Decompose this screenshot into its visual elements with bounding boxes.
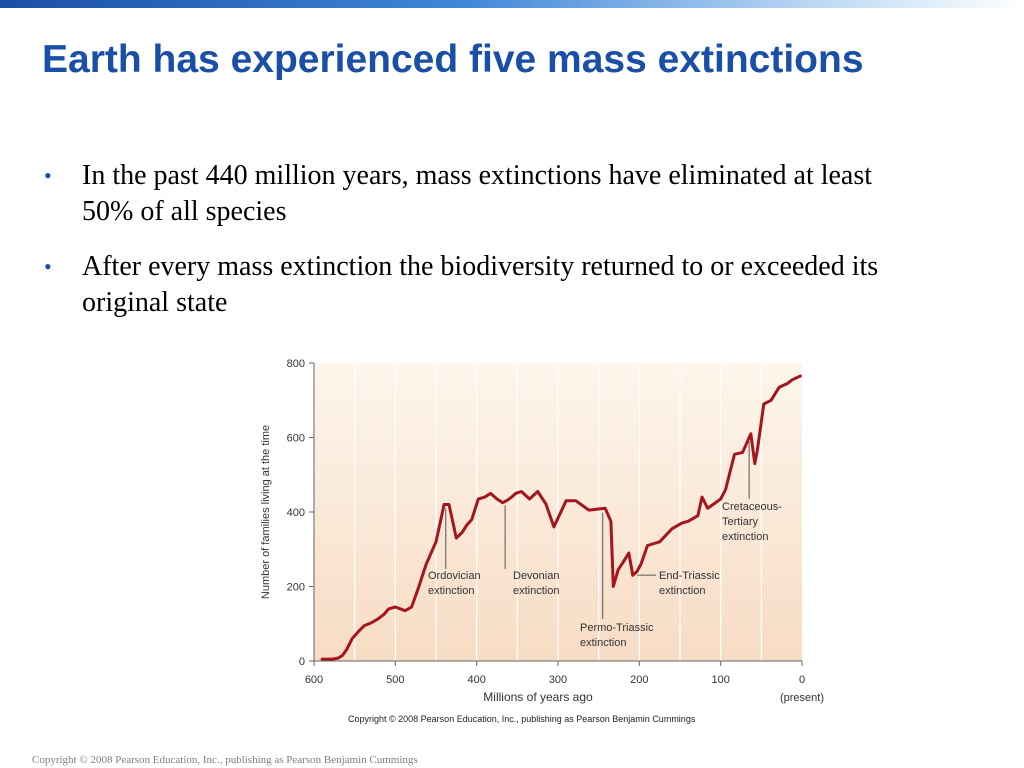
chart-svg: 0 200 400 600 800 600 500 400 300 200 100 0 (present… bbox=[260, 358, 824, 724]
annotation-label: extinction bbox=[428, 585, 474, 597]
annotation-label: extinction bbox=[659, 585, 705, 597]
bullet-text: After every mass extinction the biodiver… bbox=[82, 251, 879, 318]
bullet-item: • After every mass extinction the biodiv… bbox=[44, 249, 924, 321]
annotation-label: Permo-Triassic bbox=[580, 622, 654, 634]
annotation-label: End-Triassic bbox=[659, 570, 720, 582]
y-tick-label: 400 bbox=[287, 507, 305, 519]
bullet-item: • In the past 440 million years, mass ex… bbox=[44, 158, 924, 230]
x-tick-label: 400 bbox=[467, 674, 485, 686]
y-axis-label: Number of families living at the time bbox=[260, 425, 272, 599]
annotation-label: extinction bbox=[580, 637, 626, 649]
y-tick-label: 200 bbox=[287, 582, 305, 594]
x-tick-label: 0 bbox=[799, 674, 805, 686]
y-tick-label: 600 bbox=[287, 433, 305, 445]
x-tick-label: 200 bbox=[630, 674, 648, 686]
y-tick-label: 0 bbox=[299, 656, 305, 668]
chart-copyright: Copyright © 2008 Pearson Education, Inc.… bbox=[348, 714, 696, 724]
slide-top-bar bbox=[0, 0, 1024, 8]
x-tick-label: 100 bbox=[711, 674, 729, 686]
annotation-label: extinction bbox=[513, 585, 559, 597]
extinction-chart: 0 200 400 600 800 600 500 400 300 200 100 0 (present… bbox=[255, 355, 835, 730]
families-series-line bbox=[320, 374, 802, 661]
annotation-label: Cretaceous- bbox=[722, 501, 782, 513]
x-tick-label: 600 bbox=[305, 674, 323, 686]
x-axis-label: Millions of years ago bbox=[483, 690, 593, 704]
bullet-list: • In the past 440 million years, mass ex… bbox=[44, 158, 924, 340]
annotation-label: Devonian bbox=[513, 570, 559, 582]
x-tick-label: 300 bbox=[549, 674, 567, 686]
annotation-label: Tertiary bbox=[722, 516, 759, 528]
bullet-text: In the past 440 million years, mass exti… bbox=[82, 160, 873, 227]
bullet-marker: • bbox=[44, 254, 52, 279]
annotation-label: Ordovician bbox=[428, 570, 481, 582]
footer-copyright: Copyright © 2008 Pearson Education, Inc.… bbox=[32, 754, 418, 766]
y-tick-label: 800 bbox=[287, 358, 305, 370]
present-label: (present) bbox=[780, 692, 824, 704]
x-tick-label: 500 bbox=[386, 674, 404, 686]
slide-title: Earth has experienced five mass extincti… bbox=[42, 38, 864, 81]
bullet-marker: • bbox=[44, 163, 52, 188]
annotation-label: extinction bbox=[722, 531, 768, 543]
